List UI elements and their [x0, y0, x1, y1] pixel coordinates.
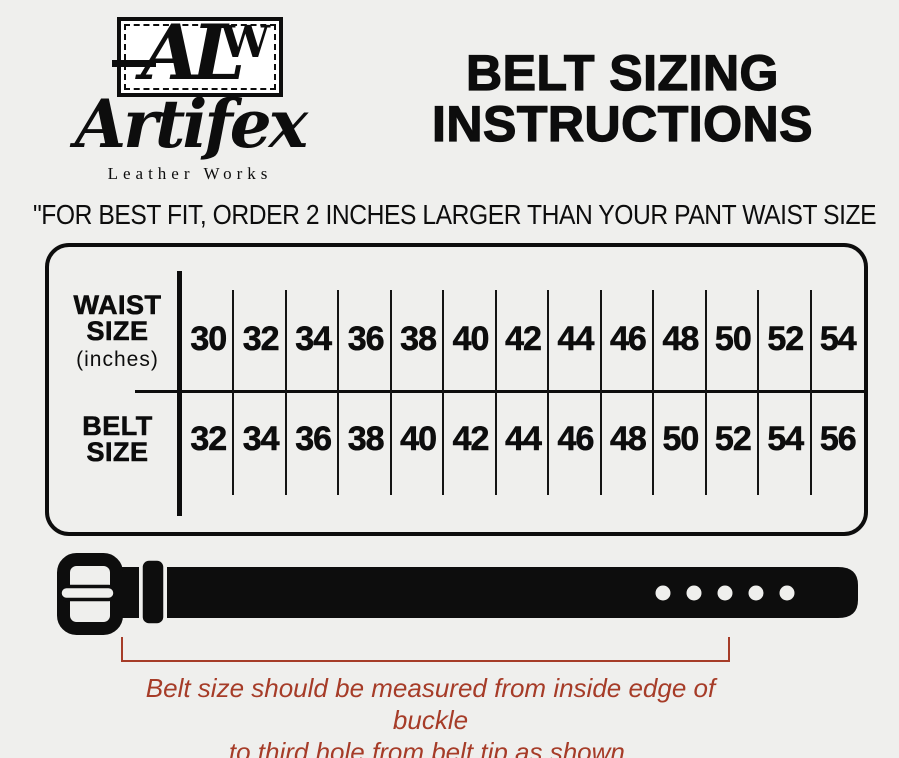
belt-size-cell: 54: [767, 419, 804, 458]
alw-monogram-badge-icon: AL W: [112, 8, 283, 97]
monogram-dash-icon: [112, 60, 156, 67]
belt-tab: [120, 567, 139, 618]
belt-hole: [748, 585, 764, 601]
belt-size-cell: 56: [819, 419, 857, 458]
waist-size-cell: 50: [714, 319, 752, 358]
brand-logo: AL W Artifex Leather Works: [0, 0, 360, 200]
page-title-line1: BELT SIZING: [465, 45, 779, 101]
waist-size-cell: 30: [190, 319, 227, 358]
belt-size-cell: 42: [452, 419, 489, 458]
waist-size-cell: 38: [400, 319, 437, 358]
belt-size-values-row: 32 34 36 38 40 42 44 46 48 50 52 54 56: [182, 396, 864, 482]
waist-size-cell: 36: [347, 319, 384, 358]
size-conversion-table: WAIST SIZE (inches) BELT SIZE 30 32 34 3…: [45, 243, 868, 536]
waist-size-cell: 40: [452, 319, 489, 358]
waist-size-row-label: WAIST SIZE (inches): [55, 291, 180, 373]
belt-size-row-label: BELT SIZE: [82, 411, 153, 467]
belt-size-cell: 44: [505, 419, 542, 458]
belt-keeper: [139, 557, 167, 627]
belt-size-cell: 40: [400, 419, 437, 458]
waist-size-cell: 44: [557, 319, 594, 358]
waist-size-cell: 48: [662, 319, 699, 358]
waist-size-cell: 52: [767, 319, 804, 358]
belt-size-cell: 32: [190, 419, 227, 458]
page-title: BELT SIZING INSTRUCTIONS: [355, 45, 890, 152]
waist-size-cell: 54: [819, 319, 857, 358]
belt-size-cell: 36: [295, 419, 332, 458]
waist-size-unit-label: (inches): [76, 348, 159, 371]
table-header-divider: [177, 271, 182, 516]
belt-strap: [167, 567, 858, 618]
belt-hole: [717, 585, 733, 601]
table-column-separators: [182, 290, 864, 495]
buckle-prong-icon: [58, 584, 117, 602]
measurement-bracket-icon: [121, 637, 730, 662]
waist-size-cell: 46: [610, 319, 647, 358]
belt-hole: [779, 585, 795, 601]
belt-size-cell: 52: [714, 419, 752, 458]
waist-size-cell: 42: [505, 319, 542, 358]
monogram-text: AL: [141, 8, 245, 97]
brand-name: Artifex: [74, 85, 308, 163]
waist-size-cell: 34: [295, 319, 332, 358]
measurement-caption: Belt size should be measured from inside…: [121, 672, 740, 758]
belt-size-cell: 46: [557, 419, 594, 458]
brand-tagline: Leather Works: [107, 164, 273, 183]
belt-size-cell: 34: [242, 419, 279, 458]
stitch-border-icon: [124, 24, 276, 90]
monogram-superscript: W: [220, 17, 270, 68]
table-row-divider: [135, 390, 864, 393]
belt-diagram-icon: [57, 553, 858, 635]
belt-size-cell: 48: [610, 419, 647, 458]
page-title-line2: INSTRUCTIONS: [431, 96, 813, 152]
belt-hole: [655, 585, 671, 601]
belt-size-cell: 50: [662, 419, 699, 458]
waist-size-cell: 32: [242, 319, 279, 358]
belt-hole: [686, 585, 702, 601]
belt-size-cell: 38: [347, 419, 384, 458]
measurement-caption-line1: Belt size should be measured from inside…: [145, 673, 716, 735]
measurement-caption-line2: to third hole from belt tip as shown.: [228, 737, 633, 758]
fit-advice-subtitle: "FOR BEST FIT, ORDER 2 INCHES LARGER THA…: [33, 199, 877, 230]
waist-size-values-row: 30 32 34 36 38 40 42 44 46 48 50 52 54: [182, 287, 864, 391]
